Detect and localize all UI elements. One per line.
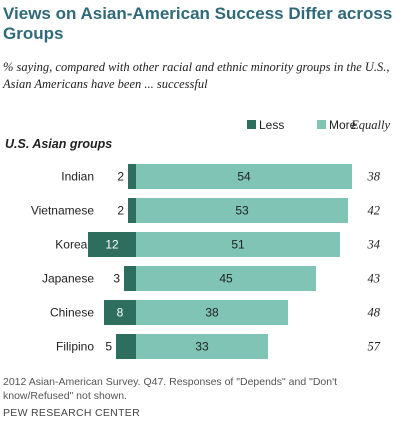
- category-label: Japanese: [42, 272, 94, 286]
- bar-less: [104, 300, 136, 325]
- value-label-less: 8: [117, 306, 124, 320]
- bar-less: [124, 266, 136, 291]
- value-label-more: 45: [219, 272, 233, 286]
- value-label-less: 5: [105, 340, 112, 354]
- category-label: Vietnamese: [31, 204, 94, 218]
- bar-more: [136, 232, 340, 257]
- value-label-equally: 57: [368, 340, 381, 354]
- bar-more: [136, 300, 288, 325]
- value-label-more: 33: [195, 340, 209, 354]
- legend-less-swatch: [247, 120, 256, 129]
- bar-less: [88, 232, 136, 257]
- footnote: 2012 Asian-American Survey. Q47. Respons…: [3, 376, 338, 402]
- bar-more: [136, 334, 268, 359]
- bar-more: [136, 266, 316, 291]
- row-header: U.S. Asian groups: [5, 137, 112, 151]
- chart-title: Views on Asian-American Success Differ a…: [3, 4, 393, 43]
- bar-more: [136, 164, 352, 189]
- value-label-equally: 34: [367, 238, 381, 252]
- bar-less: [128, 198, 136, 223]
- value-label-more: 38: [205, 306, 219, 320]
- category-label: Korean: [55, 238, 94, 252]
- legend-more-swatch: [317, 120, 326, 129]
- legend-more-label: More: [329, 118, 357, 132]
- value-label-more: 51: [231, 238, 245, 252]
- category-label: Indian: [61, 170, 94, 184]
- value-label-equally: 38: [367, 170, 381, 184]
- source-label: PEW RESEARCH CENTER: [3, 407, 140, 419]
- bar-more: [136, 198, 348, 223]
- value-label-equally: 48: [368, 306, 381, 320]
- category-label: Filipino: [56, 340, 94, 354]
- value-label-less: 2: [117, 170, 124, 184]
- legend-less-label: Less: [259, 118, 284, 132]
- value-label-less: 3: [113, 272, 120, 286]
- value-label-equally: 43: [368, 272, 381, 286]
- value-label-equally: 42: [368, 204, 381, 218]
- value-label-less: 12: [105, 238, 119, 252]
- legend-equally-label: Equally: [350, 118, 390, 132]
- bar-less: [128, 164, 136, 189]
- value-label-less: 2: [117, 204, 124, 218]
- bar-less: [116, 334, 136, 359]
- value-label-more: 54: [237, 170, 251, 184]
- category-label: Chinese: [50, 306, 94, 320]
- value-label-more: 53: [235, 204, 249, 218]
- chart-subtitle: % saying, compared with other racial and…: [3, 60, 390, 91]
